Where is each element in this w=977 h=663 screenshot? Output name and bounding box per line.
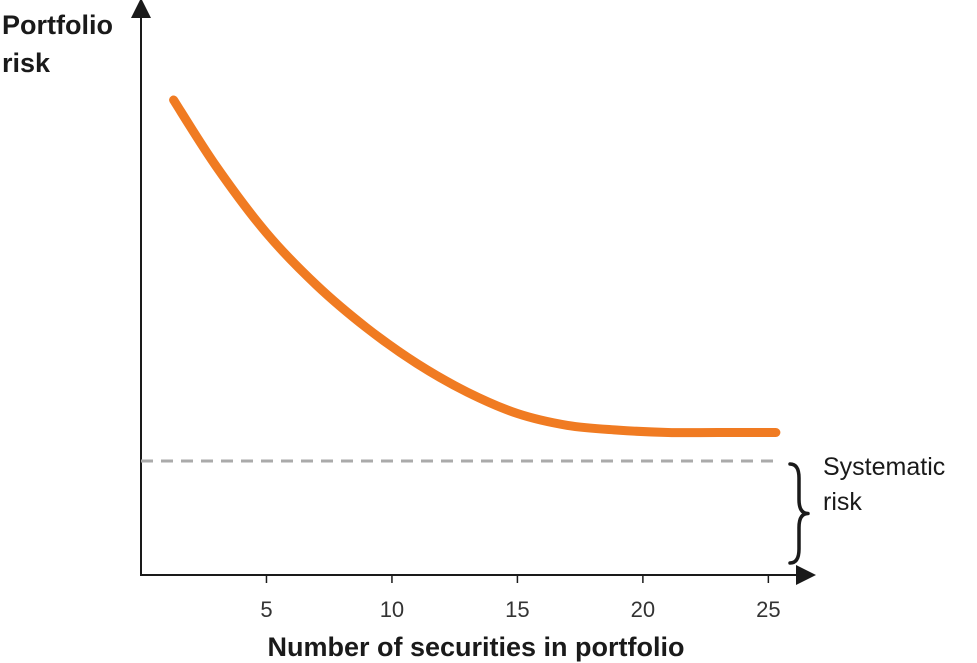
systematic-risk-brace <box>788 462 810 565</box>
portfolio-risk-curve <box>169 95 781 438</box>
x-ticks: 5 10 15 20 25 <box>260 575 781 622</box>
x-tick-label: 10 <box>380 597 404 622</box>
x-tick-label: 15 <box>505 597 529 622</box>
x-axis-label: Number of securities in portfolio <box>267 632 684 662</box>
systematic-risk-label-line1: Systematic <box>823 453 945 481</box>
systematic-risk-label-line2: risk <box>823 488 862 516</box>
x-tick-label: 20 <box>631 597 655 622</box>
x-tick-label: 25 <box>756 597 780 622</box>
y-axis-label-line2: risk <box>2 48 51 78</box>
y-axis-label-line1: Portfolio <box>2 10 113 40</box>
x-tick-label: 5 <box>260 597 272 622</box>
